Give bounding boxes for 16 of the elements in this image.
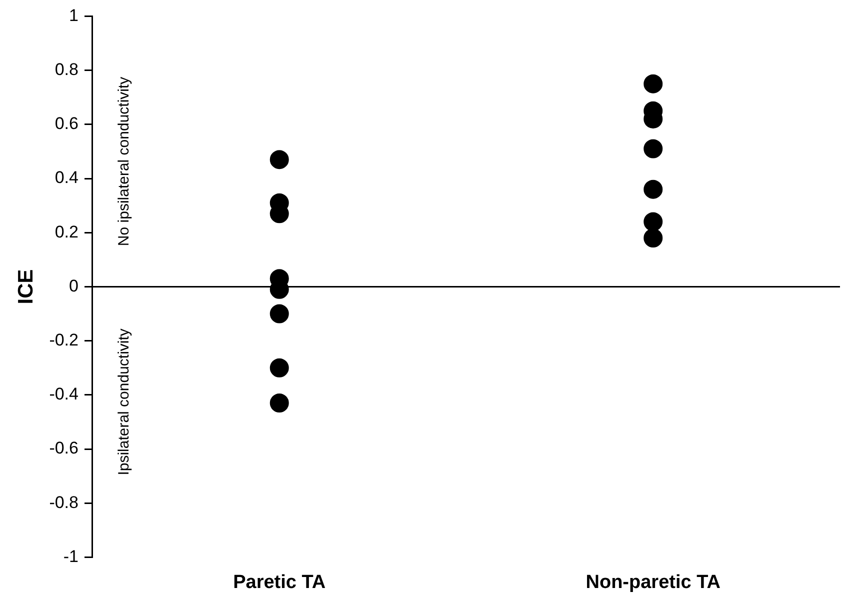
y-tick-label: 1 (69, 6, 78, 25)
y-axis-title: ICE (14, 269, 38, 304)
y-tick-label: -0.6 (49, 438, 78, 458)
y-tick-label: 0.4 (54, 168, 78, 188)
y-tick-label: 0.6 (54, 114, 78, 134)
y-tick-label: -0.4 (49, 384, 78, 404)
y-tick-label: 0.2 (54, 222, 78, 242)
annotation: No ipsilateral conductivity (116, 76, 133, 246)
y-tick-label: 0.8 (54, 60, 78, 79)
y-tick-label: 0 (69, 276, 78, 296)
y-tick-label: -1 (63, 546, 78, 566)
y-tick-label: -0.2 (49, 330, 78, 350)
x-tick-label: Paretic TA (233, 572, 326, 593)
y-tick-label: -0.8 (49, 492, 78, 512)
x-tick-label: Non-paretic TA (586, 572, 721, 593)
annotation: Ipsilateral conductivity (116, 328, 133, 476)
